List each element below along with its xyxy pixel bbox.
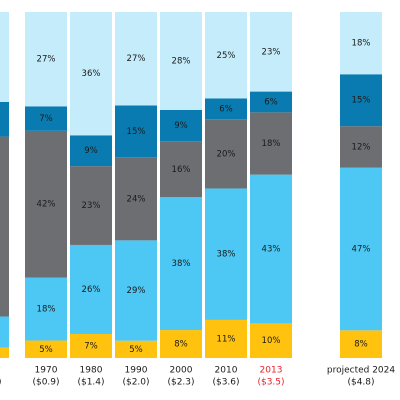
data-label-2000-s3: 9%	[174, 121, 188, 131]
data-label-2010-s1: 38%	[217, 250, 236, 260]
data-label-2010-s2: 20%	[217, 149, 236, 159]
x-tick-label-2000: 2000	[170, 366, 193, 376]
bar-segment-2010-s4	[205, 12, 247, 99]
bar-segment-1970-s0	[25, 340, 67, 358]
data-label-projected-2024-s4: 18%	[352, 39, 371, 49]
bar-segment-1980-s0	[70, 334, 112, 358]
data-label-1990-s3: 15%	[127, 127, 146, 137]
data-label-1970-s0: 5%	[39, 345, 53, 355]
bar-segment-1990-s4	[115, 12, 157, 106]
bar-segment-2010-s1	[205, 188, 247, 320]
x-tick-label-2013: 2013	[260, 366, 283, 376]
bar-segment-1990-s0	[115, 340, 157, 358]
data-label-2010-s4: 25%	[217, 51, 236, 61]
bar-segment-1980-s2	[70, 166, 112, 245]
bar-segment-2000-s2	[160, 141, 202, 198]
bars-layer	[0, 12, 382, 358]
bar-segment-1970-s4	[25, 12, 67, 107]
data-label-1980-s0: 7%	[84, 342, 98, 352]
bar-segment-projected-2024-s2	[340, 126, 382, 168]
x-tick-sublabel-1980: ($1.4)	[77, 378, 104, 388]
bar-segment-1970-s2	[25, 130, 67, 278]
bar-segment-1990-s1	[115, 240, 157, 341]
data-label-2013-s2: 18%	[262, 139, 281, 149]
data-label-1970-s3: 7%	[39, 114, 53, 124]
data-label-2000-s1: 38%	[172, 259, 191, 269]
bar-segment-1980-s3	[70, 135, 112, 167]
x-tick-sublabel-projected-2024: ($4.8)	[347, 378, 374, 388]
x-tick-label-projected-2024: projected 2024	[327, 366, 396, 376]
bar-segment-2000-s4	[160, 12, 202, 110]
data-label-1980-s2: 23%	[82, 201, 101, 211]
x-tick-sublabel-2010: ($3.6)	[212, 378, 239, 388]
x-tick-label-1980: 1980	[80, 366, 103, 376]
data-label-1990-s2: 24%	[127, 194, 146, 204]
bar-segment-2013-s1	[250, 174, 292, 324]
bar-segment-2010-s3	[205, 98, 247, 120]
data-label-1990-s0: 5%	[129, 345, 143, 355]
bar-segment-2013-s2	[250, 112, 292, 175]
x-tick-sublabel-2013: ($3.5)	[257, 378, 284, 388]
x-tick-sublabel-1960: ($0.6)	[0, 378, 2, 388]
segment-labels-layer: 3%9%52%10%26%5%18%42%7%27%7%26%23%9%36%5…	[37, 39, 371, 355]
bar-segment-projected-2024-s0	[340, 330, 382, 358]
data-label-1970-s4: 27%	[37, 55, 56, 65]
data-label-2010-s0: 11%	[217, 334, 236, 344]
data-label-2000-s4: 28%	[172, 56, 191, 66]
bar-segment-projected-2024-s1	[340, 167, 382, 331]
bar-segment-2013-s3	[250, 91, 292, 113]
data-label-2013-s1: 43%	[262, 245, 281, 255]
bar-segment-2013-s4	[250, 12, 292, 92]
data-label-1970-s2: 42%	[37, 200, 56, 210]
bar-segment-1970-s3	[25, 106, 67, 131]
bar-segment-1960-s4	[0, 12, 9, 102]
data-label-1990-s4: 27%	[127, 54, 146, 64]
bar-segment-2000-s3	[160, 109, 202, 142]
data-label-projected-2024-s1: 47%	[352, 245, 371, 255]
x-tick-label-2010: 2010	[215, 366, 238, 376]
bar-segment-1990-s2	[115, 157, 157, 241]
bar-segment-1960-s0	[0, 347, 9, 358]
data-label-2013-s4: 23%	[262, 47, 281, 57]
bar-segment-1990-s3	[115, 105, 157, 158]
bar-segment-1980-s4	[70, 12, 112, 136]
bar-segment-1960-s3	[0, 101, 9, 137]
bar-segment-2010-s2	[205, 119, 247, 189]
data-label-2013-s3: 6%	[264, 97, 278, 107]
x-tick-label-1990: 1990	[125, 366, 148, 376]
data-label-1980-s3: 9%	[84, 146, 98, 156]
bar-segment-2013-s0	[250, 323, 292, 358]
data-label-1990-s1: 29%	[127, 286, 146, 296]
x-tick-label-1970: 1970	[35, 366, 58, 376]
data-label-1980-s1: 26%	[82, 285, 101, 295]
data-label-projected-2024-s2: 12%	[352, 142, 371, 152]
bar-segment-projected-2024-s3	[340, 74, 382, 127]
data-label-2000-s2: 16%	[172, 165, 191, 175]
data-label-2010-s3: 6%	[219, 104, 233, 114]
x-tick-sublabel-2000: ($2.3)	[167, 378, 194, 388]
bar-segment-1980-s1	[70, 244, 112, 335]
data-label-1970-s1: 18%	[37, 305, 56, 315]
x-tick-sublabel-1990: ($2.0)	[122, 378, 149, 388]
data-label-1980-s4: 36%	[82, 69, 101, 79]
data-label-projected-2024-s0: 8%	[354, 340, 368, 350]
data-label-projected-2024-s3: 15%	[352, 96, 371, 106]
bar-segment-2010-s0	[205, 319, 247, 358]
bar-segment-2000-s1	[160, 197, 202, 331]
x-tick-labels-layer: 1960($0.6)1970($0.9)1980($1.4)1990($2.0)…	[0, 366, 395, 388]
bar-segment-projected-2024-s4	[340, 12, 382, 75]
data-label-2000-s0: 8%	[174, 340, 188, 350]
bar-segment-1970-s1	[25, 277, 67, 341]
bar-segment-1960-s1	[0, 316, 9, 348]
bar-segment-1960-s2	[0, 136, 9, 317]
data-label-2013-s0: 10%	[262, 336, 281, 346]
x-tick-sublabel-1970: ($0.9)	[32, 378, 59, 388]
bar-segment-2000-s0	[160, 330, 202, 358]
